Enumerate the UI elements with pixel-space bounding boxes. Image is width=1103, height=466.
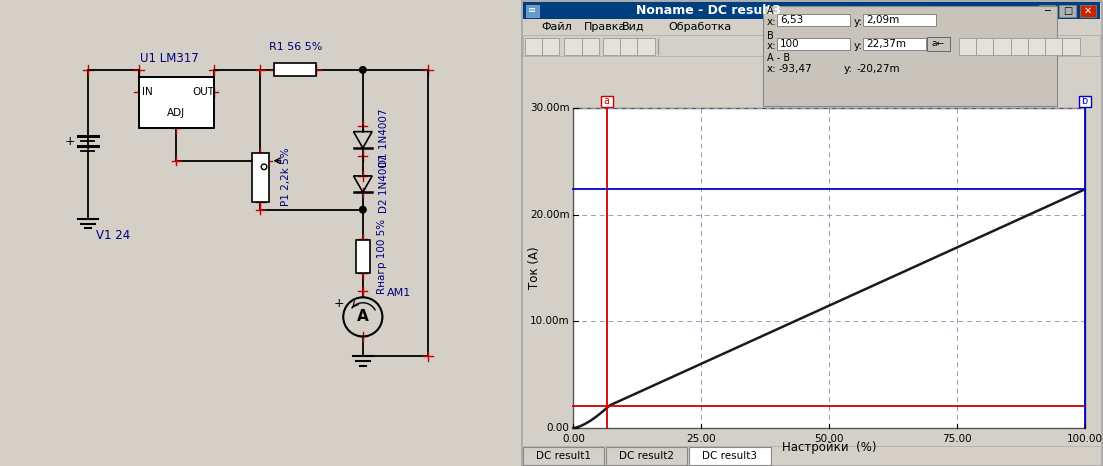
Text: 50.00: 50.00 bbox=[814, 434, 844, 444]
Circle shape bbox=[360, 67, 366, 73]
Text: ≡: ≡ bbox=[528, 6, 536, 15]
Circle shape bbox=[360, 206, 366, 213]
FancyBboxPatch shape bbox=[356, 240, 370, 273]
Text: B: B bbox=[767, 31, 773, 41]
FancyBboxPatch shape bbox=[523, 2, 1100, 19]
Text: U1 LM317: U1 LM317 bbox=[140, 52, 199, 65]
Text: x:: x: bbox=[767, 64, 777, 74]
Text: Rнагр 100 5%: Rнагр 100 5% bbox=[377, 219, 387, 294]
Text: V1 24: V1 24 bbox=[96, 229, 130, 242]
Text: R1 56 5%: R1 56 5% bbox=[268, 42, 322, 52]
FancyBboxPatch shape bbox=[1045, 38, 1062, 55]
FancyBboxPatch shape bbox=[620, 38, 638, 55]
FancyBboxPatch shape bbox=[251, 153, 269, 201]
FancyBboxPatch shape bbox=[959, 38, 976, 55]
Text: 0.00: 0.00 bbox=[563, 434, 585, 444]
Text: A: A bbox=[767, 6, 773, 16]
FancyBboxPatch shape bbox=[523, 20, 1100, 34]
Text: ADJ: ADJ bbox=[168, 108, 185, 118]
Text: 30.00m: 30.00m bbox=[529, 103, 569, 113]
FancyBboxPatch shape bbox=[542, 38, 559, 55]
FancyBboxPatch shape bbox=[523, 447, 604, 465]
FancyBboxPatch shape bbox=[1028, 38, 1045, 55]
FancyBboxPatch shape bbox=[574, 108, 1084, 428]
FancyBboxPatch shape bbox=[1062, 38, 1080, 55]
Text: -20,27m: -20,27m bbox=[856, 64, 900, 74]
Text: x:: x: bbox=[767, 41, 777, 51]
FancyBboxPatch shape bbox=[523, 35, 1100, 56]
FancyBboxPatch shape bbox=[603, 38, 620, 55]
Text: P1 2,2k 5%: P1 2,2k 5% bbox=[281, 148, 291, 206]
Text: □: □ bbox=[1063, 6, 1072, 16]
Text: Настройки  (%): Настройки (%) bbox=[782, 441, 877, 454]
Text: DC result2: DC result2 bbox=[619, 451, 674, 461]
FancyBboxPatch shape bbox=[1039, 5, 1056, 17]
Text: b: b bbox=[1082, 96, 1088, 107]
Text: D2 1N4007: D2 1N4007 bbox=[379, 155, 389, 213]
Text: 75.00: 75.00 bbox=[942, 434, 972, 444]
FancyBboxPatch shape bbox=[993, 38, 1010, 55]
FancyBboxPatch shape bbox=[1059, 5, 1075, 17]
Text: x:: x: bbox=[767, 17, 777, 27]
Text: ─: ─ bbox=[1045, 6, 1050, 16]
FancyBboxPatch shape bbox=[928, 37, 950, 51]
FancyBboxPatch shape bbox=[689, 447, 771, 465]
Text: DC result3: DC result3 bbox=[703, 451, 758, 461]
Text: +: + bbox=[65, 135, 75, 148]
Text: Файл: Файл bbox=[540, 22, 571, 32]
Text: 10.00m: 10.00m bbox=[529, 316, 569, 326]
FancyBboxPatch shape bbox=[1010, 38, 1028, 55]
Text: 6,53: 6,53 bbox=[780, 15, 803, 25]
Text: +: + bbox=[333, 297, 344, 310]
FancyBboxPatch shape bbox=[777, 38, 850, 50]
FancyBboxPatch shape bbox=[976, 38, 993, 55]
Text: A: A bbox=[357, 309, 368, 324]
FancyBboxPatch shape bbox=[275, 63, 317, 76]
FancyBboxPatch shape bbox=[565, 38, 581, 55]
FancyBboxPatch shape bbox=[525, 38, 542, 55]
FancyBboxPatch shape bbox=[1079, 96, 1091, 107]
FancyBboxPatch shape bbox=[606, 447, 687, 465]
Text: Ток (А): Ток (А) bbox=[528, 247, 542, 289]
Text: y:: y: bbox=[844, 64, 853, 74]
Text: DC result1: DC result1 bbox=[536, 451, 591, 461]
Text: 2,09m: 2,09m bbox=[866, 15, 899, 25]
FancyBboxPatch shape bbox=[864, 14, 936, 26]
Text: OUT: OUT bbox=[192, 87, 214, 97]
Text: ✕: ✕ bbox=[1083, 6, 1092, 16]
Text: A - B: A - B bbox=[767, 53, 790, 63]
Text: Вид: Вид bbox=[622, 22, 645, 32]
Text: y:: y: bbox=[854, 41, 863, 51]
Text: 100.00: 100.00 bbox=[1067, 434, 1103, 444]
Text: Правка: Правка bbox=[583, 22, 627, 32]
Text: a←: a← bbox=[932, 40, 945, 48]
Text: 25.00: 25.00 bbox=[686, 434, 716, 444]
FancyBboxPatch shape bbox=[864, 38, 927, 50]
Text: 20.00m: 20.00m bbox=[529, 210, 569, 219]
Text: a: a bbox=[603, 96, 610, 107]
Text: D1 1N4007: D1 1N4007 bbox=[379, 108, 389, 167]
Text: Noname - DC result3: Noname - DC result3 bbox=[636, 4, 781, 17]
FancyBboxPatch shape bbox=[762, 6, 1058, 106]
Text: IN: IN bbox=[142, 87, 153, 97]
Text: AM1: AM1 bbox=[387, 288, 411, 298]
FancyBboxPatch shape bbox=[581, 38, 599, 55]
FancyBboxPatch shape bbox=[601, 96, 613, 107]
Text: Обработка: Обработка bbox=[668, 22, 731, 32]
Text: 0.00: 0.00 bbox=[546, 423, 569, 433]
FancyBboxPatch shape bbox=[638, 38, 655, 55]
FancyBboxPatch shape bbox=[526, 5, 539, 17]
Text: -93,47: -93,47 bbox=[779, 64, 813, 74]
Text: 100: 100 bbox=[780, 39, 800, 49]
FancyBboxPatch shape bbox=[139, 77, 214, 128]
Text: 22,37m: 22,37m bbox=[866, 39, 907, 49]
FancyBboxPatch shape bbox=[777, 14, 850, 26]
Text: y:: y: bbox=[854, 17, 863, 27]
FancyBboxPatch shape bbox=[521, 1, 1102, 466]
FancyBboxPatch shape bbox=[1080, 5, 1096, 17]
